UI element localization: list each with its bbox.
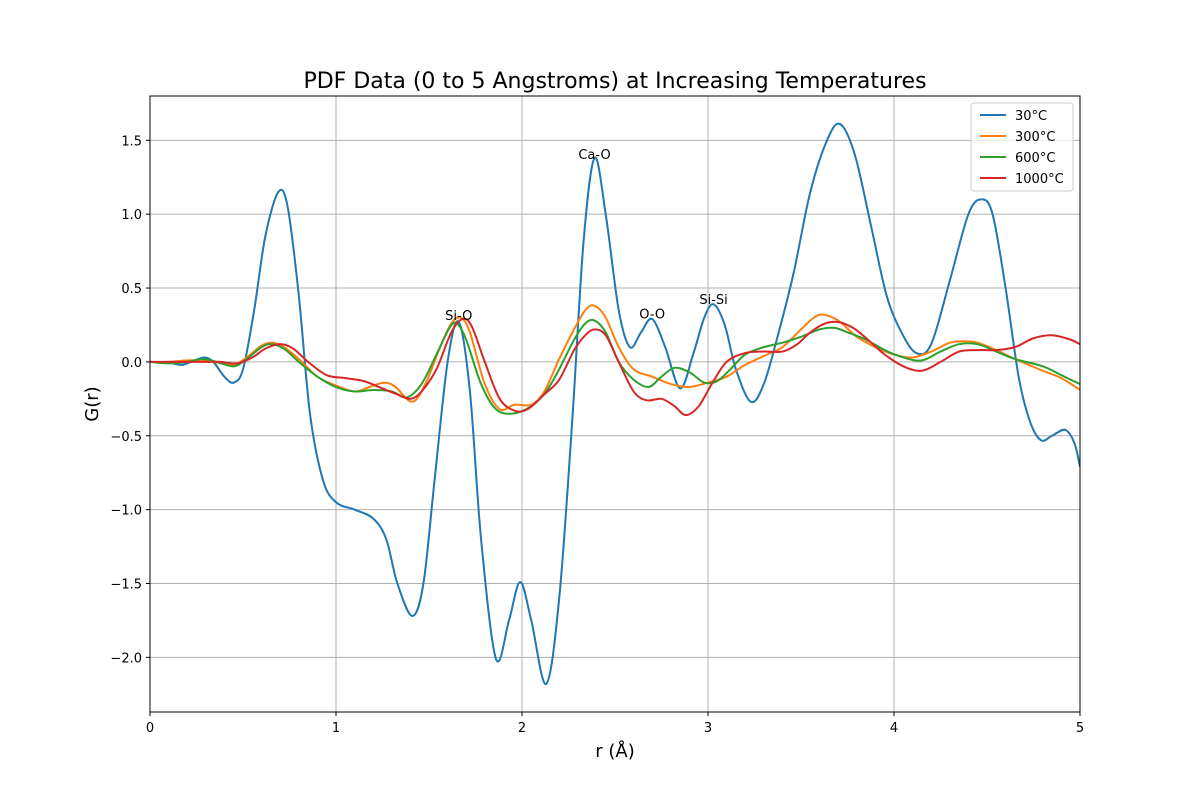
x-tick-label: 4 <box>890 721 898 736</box>
y-tick-label: −2.0 <box>110 651 142 666</box>
series-line-2 <box>150 318 1080 415</box>
series-line-3 <box>150 317 1080 417</box>
y-tick-label: 0.0 <box>121 356 142 371</box>
x-tick-label: 3 <box>704 721 712 736</box>
peak-annotation: Si-O <box>445 309 472 324</box>
peak-annotations: Si-O Ca-O O-O Si-Si <box>445 148 728 324</box>
axis-ticks: 0 1 2 3 4 5 −2.0 −1.5 −1.0 −0.5 0.0 0.5 1.0 1.5 <box>110 134 1084 736</box>
y-tick-label: −1.5 <box>110 577 142 592</box>
x-axis-label: r (Å) <box>595 740 634 762</box>
y-tick-label: −0.5 <box>110 430 142 445</box>
legend-label: 30°C <box>1015 109 1047 124</box>
peak-annotation: Ca-O <box>578 148 610 163</box>
legend-label: 300°C <box>1015 130 1055 145</box>
peak-annotation: Si-Si <box>699 293 727 308</box>
legend-label: 600°C <box>1015 151 1055 166</box>
legend-box <box>970 102 1074 192</box>
grid <box>149 96 1081 712</box>
x-tick-label: 0 <box>146 721 154 736</box>
plot-area <box>150 96 1080 712</box>
y-axis-label: G(r) <box>82 386 103 421</box>
series-lines <box>150 122 1080 685</box>
x-tick-label: 1 <box>332 721 340 736</box>
x-tick-label: 5 <box>1076 721 1084 736</box>
chart-title: PDF Data (0 to 5 Angstroms) at Increasin… <box>303 69 926 94</box>
legend: 30°C 300°C 600°C 1000°C <box>970 102 1074 192</box>
y-tick-label: 0.5 <box>121 282 142 297</box>
y-tick-label: 1.5 <box>121 134 142 149</box>
peak-annotation: O-O <box>639 308 665 323</box>
y-tick-label: 1.0 <box>121 208 142 223</box>
plot-frame <box>149 95 1081 713</box>
x-tick-label: 2 <box>518 721 526 736</box>
legend-label: 1000°C <box>1015 172 1064 187</box>
y-tick-label: −1.0 <box>110 504 142 519</box>
